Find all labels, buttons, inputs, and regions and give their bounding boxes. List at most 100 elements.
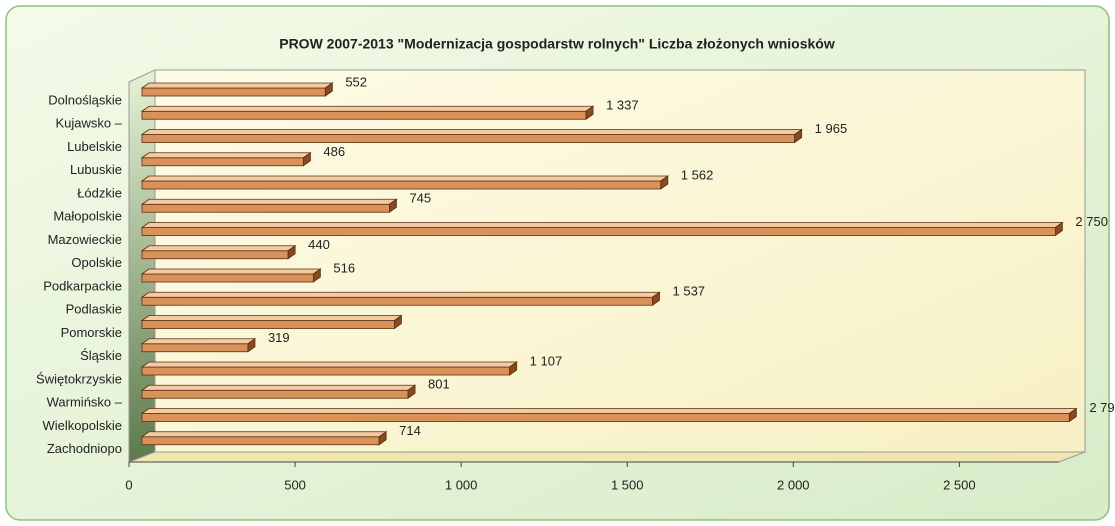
bar xyxy=(140,221,1064,237)
bar-side xyxy=(1054,221,1063,237)
chart-title: PROW 2007-2013 "Modernizacja gospodarstw… xyxy=(279,36,835,52)
x-tick-label: 2 500 xyxy=(943,477,976,492)
bar-top xyxy=(140,245,297,252)
bar-side xyxy=(287,244,296,260)
x-tick-label: 500 xyxy=(284,477,306,492)
bar-top xyxy=(140,152,312,159)
bar-side xyxy=(324,82,333,97)
y-tick-label: Lubuskie xyxy=(70,162,122,177)
bar xyxy=(140,105,595,121)
y-tick-label: Kujawsko – xyxy=(56,116,123,131)
x-tick-label: 1 500 xyxy=(611,477,644,492)
bar-front xyxy=(141,366,511,376)
y-tick-label: Świętokrzyskie xyxy=(36,371,122,386)
value-label: 714 xyxy=(399,423,421,438)
value-label: 1 537 xyxy=(673,284,706,299)
bar xyxy=(140,82,334,97)
bar-side xyxy=(407,384,416,400)
x-tick-label: 1 000 xyxy=(445,477,478,492)
y-tick-label: Lubelskie xyxy=(67,139,122,154)
value-label: 1 965 xyxy=(815,121,848,136)
y-tick-label: Śląskie xyxy=(80,348,122,363)
bar-top xyxy=(140,175,670,182)
bar-top xyxy=(140,222,1064,228)
value-label: 319 xyxy=(268,330,290,345)
y-tick-label: Opolskie xyxy=(71,255,122,270)
y-tick-label: Dolnośląskie xyxy=(48,92,122,107)
value-label: 801 xyxy=(428,377,450,392)
y-tick-label: Wielkopolskie xyxy=(43,418,122,433)
y-tick-label: Podlaskie xyxy=(66,302,122,317)
bar-front xyxy=(141,320,395,329)
bar xyxy=(140,430,388,446)
bar-side xyxy=(394,314,402,330)
bar-front xyxy=(141,436,380,446)
value-label: 516 xyxy=(333,260,355,275)
bar-front xyxy=(141,87,326,97)
bar-top xyxy=(140,198,398,205)
bar-front xyxy=(141,250,289,260)
y-tick-label: Zachodniopo xyxy=(47,441,122,456)
bar-front xyxy=(141,110,587,120)
bar xyxy=(140,244,297,260)
bar xyxy=(140,314,403,330)
bar-side xyxy=(247,337,256,353)
bar-top xyxy=(140,105,595,112)
value-label: 2 792 xyxy=(1089,400,1115,415)
bar-top xyxy=(140,82,334,89)
x-tick-label: 0 xyxy=(125,477,132,492)
bar-top xyxy=(140,291,661,298)
bar xyxy=(140,384,417,400)
y-tick-label: Mazowieckie xyxy=(48,232,122,247)
value-label: 745 xyxy=(409,191,431,206)
bar-side xyxy=(303,151,311,167)
bar-top xyxy=(140,338,257,345)
bar-side xyxy=(509,361,518,376)
bar-top xyxy=(140,384,417,391)
bar xyxy=(140,407,1078,423)
bar-front xyxy=(141,413,1070,422)
value-label: 552 xyxy=(345,74,367,89)
bar-side xyxy=(794,128,803,144)
bar xyxy=(140,361,518,376)
value-label: 486 xyxy=(323,144,345,159)
bar xyxy=(140,268,322,283)
x-tick-label: 2 000 xyxy=(777,477,810,492)
bar-side xyxy=(389,198,397,214)
bar-top xyxy=(140,129,803,135)
bar-front xyxy=(141,296,653,306)
y-tick-label: Warmińsko – xyxy=(47,395,123,410)
value-label: 1 107 xyxy=(530,353,563,368)
bar-front xyxy=(141,389,409,399)
side-wall xyxy=(128,69,156,463)
bar-front xyxy=(141,203,390,213)
bar xyxy=(140,198,398,214)
bar-top xyxy=(140,408,1078,414)
bar-front xyxy=(141,273,314,283)
bar-front xyxy=(141,343,249,353)
value-label: 1 337 xyxy=(606,98,639,113)
y-tick-label: Pomorskie xyxy=(61,325,122,340)
bar xyxy=(140,175,670,190)
bar xyxy=(140,291,661,307)
bar-front xyxy=(141,134,796,143)
bar-front xyxy=(141,157,304,167)
bar-top xyxy=(140,315,403,321)
y-tick-label: Podkarpackie xyxy=(43,278,122,293)
value-label: 440 xyxy=(308,237,330,252)
bar-front xyxy=(141,180,662,190)
bar-side xyxy=(652,291,660,307)
y-tick-label: Łódzkie xyxy=(77,185,122,200)
bar xyxy=(140,337,257,353)
bar-top xyxy=(140,268,322,275)
bar-side xyxy=(660,175,669,190)
bar-side xyxy=(585,105,594,121)
bar-side xyxy=(378,430,387,446)
bar xyxy=(140,128,803,144)
bar xyxy=(140,151,312,167)
bar-top xyxy=(140,431,388,438)
bar-top xyxy=(140,361,518,368)
value-label: 1 562 xyxy=(681,167,714,182)
y-tick-label: Małopolskie xyxy=(53,209,122,224)
bar-side xyxy=(312,268,321,283)
